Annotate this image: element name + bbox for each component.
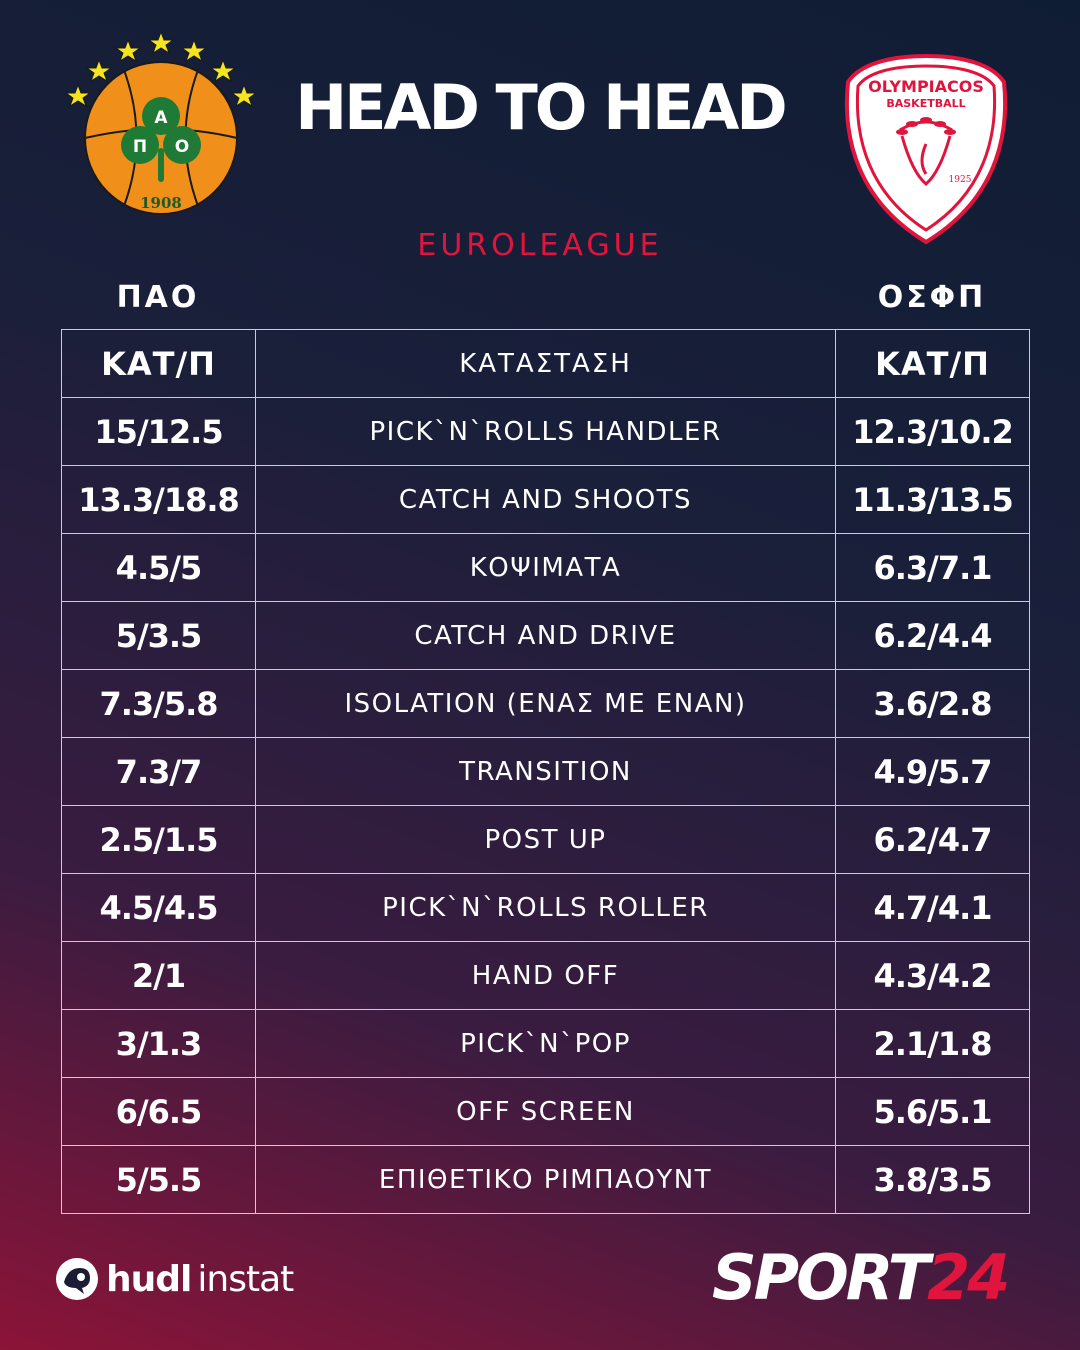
svg-text:1925: 1925 bbox=[949, 175, 972, 185]
header-left-cell: ΚΑΤ/Π bbox=[61, 329, 256, 398]
competition-label: EUROLEAGUE bbox=[417, 228, 663, 263]
left-value-cell: 3/1.3 bbox=[61, 1009, 256, 1078]
svg-text:Π: Π bbox=[133, 137, 147, 157]
right-value-cell: 4.9/5.7 bbox=[835, 737, 1030, 806]
hudl-icon bbox=[56, 1258, 98, 1300]
sport24-word: SPORT bbox=[712, 1241, 930, 1314]
left-value-cell: 2/1 bbox=[61, 941, 256, 1010]
situation-cell: TRANSITION bbox=[255, 737, 836, 806]
team-right-name: ΟΣΦΠ bbox=[877, 280, 987, 315]
situation-cell: PICK`N`ROLLS HANDLER bbox=[255, 397, 836, 466]
header-right-cell: ΚΑΤ/Π bbox=[835, 329, 1030, 398]
situation-cell: OFF SCREEN bbox=[255, 1077, 836, 1146]
table-row: 7.3/7 TRANSITION 4.9/5.7 bbox=[61, 737, 1030, 806]
right-value-cell: 4.7/4.1 bbox=[835, 873, 1030, 942]
left-value-cell: 5/5.5 bbox=[61, 1145, 256, 1214]
table-row: 5/3.5 CATCH AND DRIVE 6.2/4.4 bbox=[61, 601, 1030, 670]
svg-text:OLYMPIACOS: OLYMPIACOS bbox=[868, 77, 984, 96]
right-value-cell: 6.2/4.7 bbox=[835, 805, 1030, 874]
situation-cell: ISOLATION (ΕΝΑΣ ΜΕ ΕΝΑΝ) bbox=[255, 669, 836, 738]
table-header-row: ΚΑΤ/Π ΚΑΤΑΣΤΑΣΗ ΚΑΤ/Π bbox=[61, 329, 1030, 398]
sport24-number: 24 bbox=[927, 1241, 1010, 1314]
hudl-instat-logo: hudl instat bbox=[54, 1255, 294, 1303]
table-row: 7.3/5.8 ISOLATION (ΕΝΑΣ ΜΕ ΕΝΑΝ) 3.6/2.8 bbox=[61, 669, 1030, 738]
right-value-cell: 11.3/13.5 bbox=[835, 465, 1030, 534]
situation-cell: ΚΟΨΙΜΑΤΑ bbox=[255, 533, 836, 602]
svg-text:Α: Α bbox=[154, 108, 168, 128]
page-title: HEAD TO HEAD bbox=[295, 71, 788, 144]
left-value-cell: 7.3/5.8 bbox=[61, 669, 256, 738]
sport24-logo: SPORT24 bbox=[712, 1245, 1010, 1311]
left-value-cell: 6/6.5 bbox=[61, 1077, 256, 1146]
table-row: 6/6.5 OFF SCREEN 5.6/5.1 bbox=[61, 1077, 1030, 1146]
right-value-cell: 12.3/10.2 bbox=[835, 397, 1030, 466]
right-value-cell: 5.6/5.1 bbox=[835, 1077, 1030, 1146]
right-value-cell: 4.3/4.2 bbox=[835, 941, 1030, 1010]
hudl-wordmark-bold: hudl bbox=[106, 1258, 192, 1300]
team-left-name: ΠΑΟ bbox=[116, 280, 200, 315]
left-value-cell: 7.3/7 bbox=[61, 737, 256, 806]
table-row: 13.3/18.8 CATCH AND SHOOTS 11.3/13.5 bbox=[61, 465, 1030, 534]
situation-cell: HAND OFF bbox=[255, 941, 836, 1010]
table-row: 4.5/5 ΚΟΨΙΜΑΤΑ 6.3/7.1 bbox=[61, 533, 1030, 602]
panathinaikos-logo: Α Π Ο 1908 bbox=[64, 30, 258, 215]
left-value-cell: 5/3.5 bbox=[61, 601, 256, 670]
situation-cell: PICK`N`ROLLS ROLLER bbox=[255, 873, 836, 942]
left-value-cell: 13.3/18.8 bbox=[61, 465, 256, 534]
table-row: 15/12.5 PICK`N`ROLLS HANDLER 12.3/10.2 bbox=[61, 397, 1030, 466]
table-row: 2/1 HAND OFF 4.3/4.2 bbox=[61, 941, 1030, 1010]
right-value-cell: 6.3/7.1 bbox=[835, 533, 1030, 602]
left-value-cell: 2.5/1.5 bbox=[61, 805, 256, 874]
situation-cell: CATCH AND SHOOTS bbox=[255, 465, 836, 534]
situation-cell: POST UP bbox=[255, 805, 836, 874]
right-value-cell: 3.8/3.5 bbox=[835, 1145, 1030, 1214]
left-value-cell: 4.5/5 bbox=[61, 533, 256, 602]
table-row: 2.5/1.5 POST UP 6.2/4.7 bbox=[61, 805, 1030, 874]
header-middle-cell: ΚΑΤΑΣΤΑΣΗ bbox=[255, 329, 836, 398]
left-value-cell: 4.5/4.5 bbox=[61, 873, 256, 942]
table-row: 5/5.5 ΕΠΙΘΕΤΙΚΟ ΡΙΜΠΑΟΥΝΤ 3.8/3.5 bbox=[61, 1145, 1030, 1214]
svg-text:1908: 1908 bbox=[140, 194, 182, 212]
left-value-cell: 15/12.5 bbox=[61, 397, 256, 466]
table-row: 4.5/4.5 PICK`N`ROLLS ROLLER 4.7/4.1 bbox=[61, 873, 1030, 942]
situation-cell: ΕΠΙΘΕΤΙΚΟ ΡΙΜΠΑΟΥΝΤ bbox=[255, 1145, 836, 1214]
olympiacos-logo: OLYMPIACOS BASKETBALL 1925 bbox=[844, 53, 1008, 244]
hudl-wordmark-light: instat bbox=[197, 1258, 294, 1300]
right-value-cell: 3.6/2.8 bbox=[835, 669, 1030, 738]
situation-cell: PICK`N`POP bbox=[255, 1009, 836, 1078]
table-row: 3/1.3 PICK`N`POP 2.1/1.8 bbox=[61, 1009, 1030, 1078]
right-value-cell: 2.1/1.8 bbox=[835, 1009, 1030, 1078]
stats-table: ΚΑΤ/Π ΚΑΤΑΣΤΑΣΗ ΚΑΤ/Π 15/12.5 PICK`N`ROLL… bbox=[61, 329, 1030, 1214]
svg-text:Ο: Ο bbox=[175, 137, 189, 157]
situation-cell: CATCH AND DRIVE bbox=[255, 601, 836, 670]
right-value-cell: 6.2/4.4 bbox=[835, 601, 1030, 670]
svg-text:BASKETBALL: BASKETBALL bbox=[886, 97, 965, 110]
